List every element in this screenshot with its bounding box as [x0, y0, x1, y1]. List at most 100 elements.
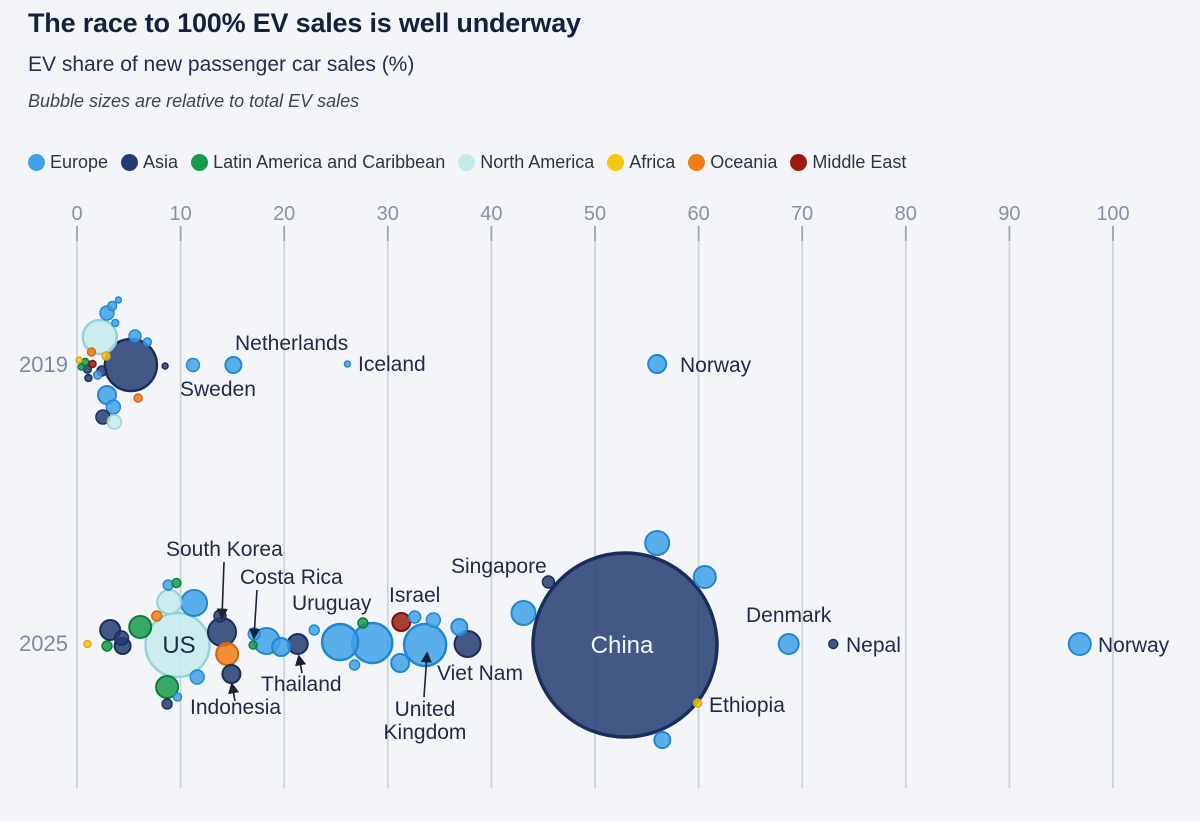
- bubble-size-note: Bubble sizes are relative to total EV sa…: [28, 91, 360, 111]
- bubble-indonesia: [221, 664, 242, 684]
- bubble-ethiopia: [692, 698, 703, 708]
- bubble-latam: [171, 577, 182, 589]
- country-label-nepal: Nepal: [846, 634, 901, 657]
- legend-label: North America: [480, 152, 595, 172]
- bubble-singapore: [541, 575, 556, 589]
- legend-label: Latin America and Caribbean: [213, 152, 446, 172]
- chart-subtitle: EV share of new passenger car sales (%): [28, 53, 415, 76]
- legend-dot-africa: [607, 154, 625, 171]
- bubble-latam: [77, 363, 85, 371]
- bubble-asia: [113, 630, 130, 646]
- bubble-viet-nam: [453, 630, 482, 658]
- legend-dot-europe: [28, 154, 45, 171]
- country-label-thailand: Thailand: [261, 673, 342, 696]
- bubble-europe: [271, 637, 292, 657]
- bubble-asia: [213, 609, 227, 623]
- legend-item-africa: Africa: [607, 152, 675, 173]
- bubble-costa-rica: [248, 640, 258, 650]
- legend-item-europe: Europe: [28, 152, 108, 173]
- bubble-europe: [92, 370, 103, 380]
- bubble-thailand: [286, 633, 309, 655]
- bubble-europe: [692, 565, 717, 589]
- legend-item-asia: Asia: [121, 152, 178, 173]
- bubble-europe: [172, 692, 183, 702]
- legend-item-oceania: Oceania: [688, 152, 777, 173]
- annotation-arrow: [295, 654, 307, 674]
- chart-legend: Europe Asia Latin America and Caribbean Nor…: [28, 152, 906, 173]
- country-label-norway: Norway: [680, 354, 752, 377]
- chart-header: The race to 100% EV sales is well underw…: [28, 8, 581, 112]
- bubble-sweden: [185, 357, 201, 373]
- row-label-2019: 2019: [19, 352, 68, 377]
- legend-label: Oceania: [710, 152, 778, 172]
- legend-label: Middle East: [812, 152, 907, 172]
- bubble-united-kingdom: [402, 622, 448, 668]
- axis-tick-label: 90: [998, 203, 1020, 225]
- bubble-europe: [408, 610, 422, 624]
- bubble-europe: [189, 669, 205, 685]
- bubble-asia: [161, 362, 169, 370]
- legend-item-latam: Latin America and Caribbean: [191, 152, 445, 173]
- annotation-arrow: [420, 651, 433, 698]
- bubble-europe: [114, 296, 123, 304]
- bubble-china: [531, 551, 719, 739]
- country-label-iceland: Iceland: [358, 353, 426, 376]
- bubble-mideast: [88, 359, 97, 369]
- bubble-northam: [81, 318, 119, 356]
- bubble-northam: [106, 414, 123, 430]
- country-label-costa-rica: Costa Rica: [240, 566, 343, 589]
- bubble-nepal: [828, 638, 839, 650]
- bubble-oceania: [151, 610, 163, 622]
- bubble-africa: [101, 351, 111, 361]
- bubble-europe: [450, 618, 469, 636]
- bubble-europe: [142, 337, 153, 347]
- legend-label: Europe: [50, 152, 109, 172]
- country-label-singapore: Singapore: [451, 555, 547, 578]
- legend-dot-asia: [121, 154, 139, 171]
- country-label-ethiopia: Ethiopia: [709, 694, 785, 717]
- country-label-denmark: Denmark: [746, 604, 832, 627]
- bubble-oceania: [86, 347, 97, 357]
- annotation-arrow: [228, 682, 240, 702]
- axis-tick-label: 50: [584, 203, 606, 225]
- bubble-africa: [83, 639, 92, 649]
- country-label-indonesia: Indonesia: [190, 696, 281, 719]
- bubble-uruguay: [357, 617, 369, 629]
- row-label-2025: 2025: [19, 631, 68, 656]
- axis-tick-label: 40: [480, 203, 502, 225]
- bubble-norway: [1067, 632, 1092, 656]
- bubble-europe: [425, 612, 442, 628]
- bubble-israel: [391, 612, 412, 632]
- axis-tick-label: 20: [273, 203, 295, 225]
- bubble-europe: [308, 624, 320, 636]
- annotation-arrow: [216, 561, 228, 620]
- bubble-europe: [111, 318, 120, 328]
- bubble-oceania: [133, 393, 143, 403]
- legend-item-northam: North America: [458, 152, 594, 173]
- country-label-uruguay: Uruguay: [292, 592, 372, 615]
- country-label-viet-nam: Viet Nam: [437, 662, 523, 685]
- axis-tick-label: 60: [687, 203, 709, 225]
- country-label-south-korea: South Korea: [166, 538, 283, 561]
- legend-dot-latam: [191, 154, 209, 171]
- bubble-latam: [101, 640, 113, 652]
- legend-dot-northam: [458, 154, 476, 171]
- bubble-europe: [510, 600, 537, 626]
- bubble-latam: [128, 615, 153, 639]
- bubble-africa: [75, 356, 83, 364]
- bubble-europe: [390, 653, 411, 673]
- country-label-us: US: [162, 632, 195, 659]
- bubble-oceania: [215, 642, 240, 666]
- legend-dot-oceania: [688, 154, 706, 171]
- page-title: The race to 100% EV sales is well underw…: [28, 8, 581, 38]
- bubble-latam: [155, 675, 180, 699]
- country-label-china: China: [591, 632, 654, 659]
- country-label-sweden: Sweden: [180, 378, 256, 401]
- country-label-united-kingdom: United Kingdom: [384, 698, 467, 744]
- bubble-europe: [105, 399, 122, 415]
- bubble-europe: [106, 300, 118, 312]
- legend-item-mideast: Middle East: [790, 152, 906, 173]
- bubble-netherlands: [224, 356, 243, 374]
